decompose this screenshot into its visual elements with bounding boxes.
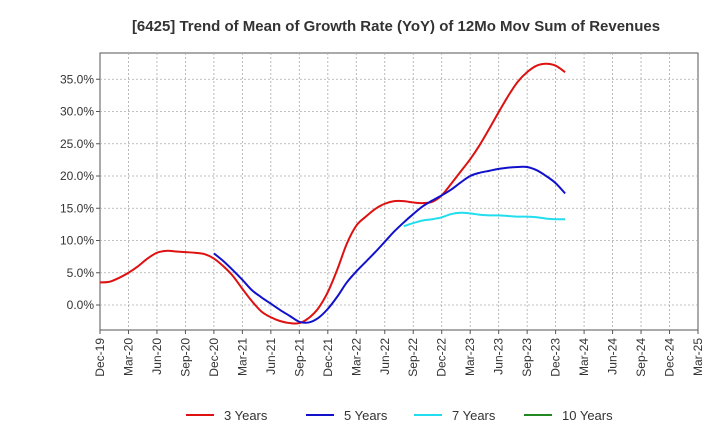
legend-label: 5 Years xyxy=(344,408,388,423)
y-tick-label: 35.0% xyxy=(60,72,94,86)
y-tick-label: 5.0% xyxy=(67,266,95,280)
x-axis: Dec-19 Mar-20 Jun-20 Sep-20 Dec-20 Mar-21 Jun-… xyxy=(93,330,705,377)
legend-label: 10 Years xyxy=(562,408,613,423)
x-tick-label: Mar-21 xyxy=(235,338,249,376)
x-tick-label: Dec-22 xyxy=(435,338,449,377)
x-tick-label: Dec-23 xyxy=(549,338,563,377)
legend: 3 Years 5 Years 7 Years 10 Years xyxy=(186,408,613,423)
y-tick-label: 30.0% xyxy=(60,105,94,119)
x-tick-label: Jun-23 xyxy=(492,338,506,375)
x-tick-label: Dec-20 xyxy=(207,338,221,377)
x-tick-label: Jun-22 xyxy=(378,338,392,375)
x-tick-label: Jun-24 xyxy=(606,338,620,375)
x-tick-label: Jun-20 xyxy=(150,338,164,375)
x-tick-label: Dec-21 xyxy=(321,338,335,377)
plot-area xyxy=(99,52,699,331)
chart-title: [6425] Trend of Mean of Growth Rate (YoY… xyxy=(132,18,660,35)
series-line-3-years xyxy=(99,62,566,325)
legend-label: 3 Years xyxy=(224,408,268,423)
x-tick-label: Sep-24 xyxy=(634,338,648,377)
y-tick-label: 0.0% xyxy=(67,298,95,312)
x-tick-label: Mar-20 xyxy=(121,338,135,376)
x-tick-label: Mar-23 xyxy=(463,338,477,376)
y-axis: 0.0% 5.0% 10.0% 15.0% 20.0% 25.0% 30.0% 35.0% xyxy=(60,72,100,312)
x-tick-label: Mar-24 xyxy=(577,338,591,376)
x-tick-label: Sep-22 xyxy=(406,338,420,377)
series-line-7-years xyxy=(403,211,566,228)
x-tick-label: Dec-19 xyxy=(93,338,107,377)
x-tick-label: Jun-21 xyxy=(264,338,278,375)
legend-label: 7 Years xyxy=(452,408,496,423)
y-tick-label: 10.0% xyxy=(60,234,94,248)
series-line-5-years xyxy=(213,165,566,324)
x-tick-label: Mar-25 xyxy=(691,338,705,376)
series-lines xyxy=(99,62,566,325)
x-tick-label: Sep-23 xyxy=(520,338,534,377)
y-tick-label: 15.0% xyxy=(60,201,94,215)
y-tick-label: 25.0% xyxy=(60,137,94,151)
y-tick-label: 20.0% xyxy=(60,169,94,183)
x-tick-label: Mar-22 xyxy=(349,338,363,376)
x-tick-label: Sep-21 xyxy=(292,338,306,377)
x-tick-label: Dec-24 xyxy=(663,338,677,377)
x-tick-label: Sep-20 xyxy=(178,338,192,377)
